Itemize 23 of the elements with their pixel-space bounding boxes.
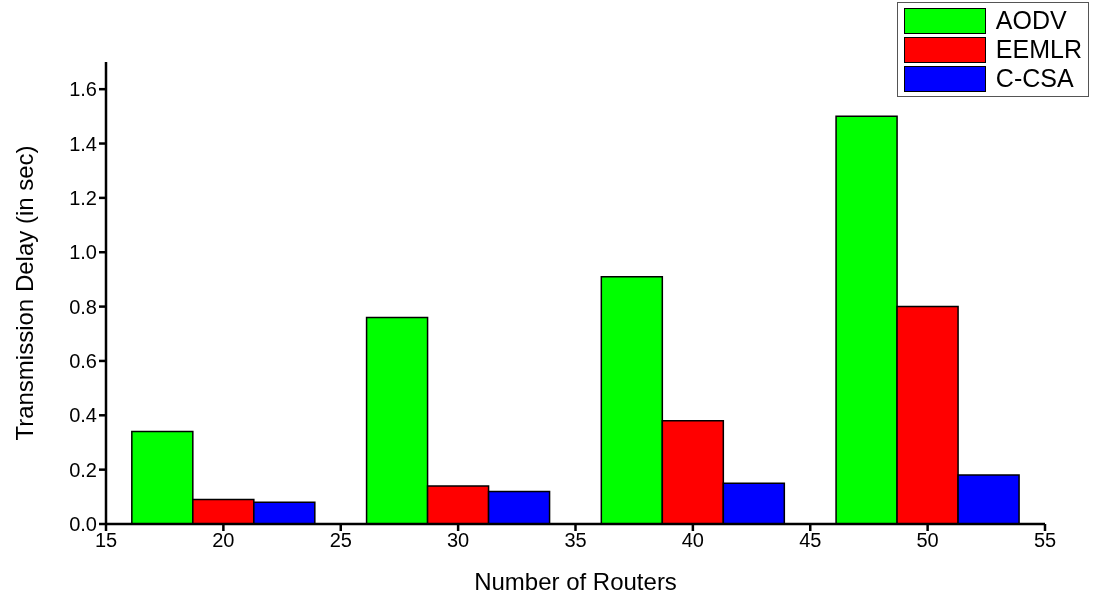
legend-label: C-CSA [995,64,1074,93]
x-tick-label: 25 [329,529,352,552]
x-tick-label: 40 [681,529,704,552]
x-tick-label: 20 [212,529,235,552]
legend-label: EEMLR [995,35,1082,64]
x-tick-label: 15 [94,529,118,552]
y-tick-label: 1.4 [69,132,97,155]
legend-label: AODV [995,6,1067,35]
y-tick-label: 1.0 [69,241,97,264]
y-tick-label: 0.8 [69,295,97,318]
y-tick-label: 0.0 [69,513,97,536]
y-tick-label: 0.2 [69,458,97,481]
y-tick-label: 0.6 [69,350,97,373]
x-tick-label: 30 [447,529,470,552]
y-tick-label: 1.2 [69,186,97,209]
x-tick-label: 50 [916,529,939,552]
x-axis-title: Number of Routers [474,568,677,595]
y-tick-label: 1.6 [69,78,97,101]
x-tick-label: 35 [564,529,587,552]
y-tick-label: 0.4 [69,404,97,427]
x-tick-label: 55 [1033,529,1057,552]
x-tick-label: 45 [799,529,822,552]
y-axis-title: Transmission Delay (in sec) [10,145,38,441]
